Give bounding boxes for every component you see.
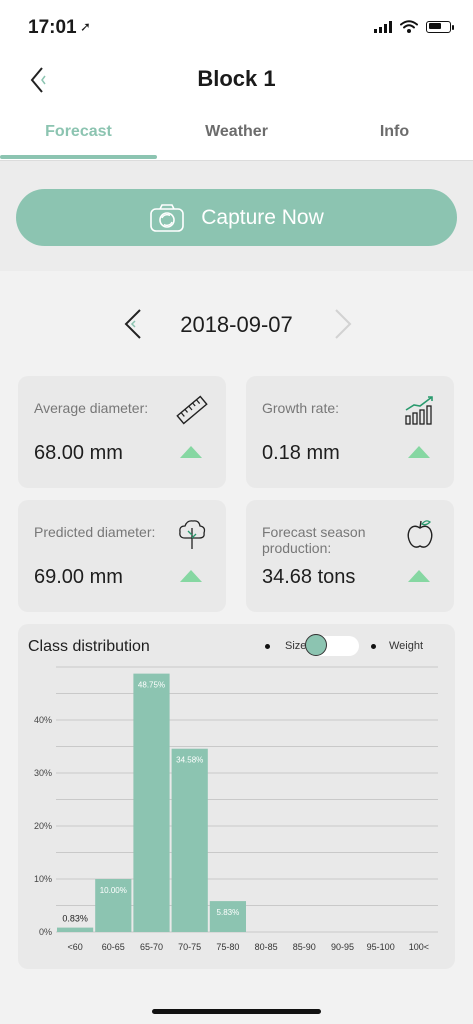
bullet-dot (265, 644, 270, 649)
forecast-production-card: Forecast season production: 34.68 tons (246, 500, 454, 612)
capture-now-label: Capture Now (201, 205, 324, 229)
chevron-left-icon (124, 309, 141, 339)
date-navigator: 2018-09-07 (0, 302, 473, 348)
wifi-icon (400, 20, 418, 33)
active-tab-indicator (0, 155, 157, 159)
bar-70-75 (171, 748, 208, 932)
bar-65-70 (133, 673, 170, 932)
card-value: 34.68 tons (262, 566, 356, 588)
back-button[interactable] (26, 62, 58, 98)
size-weight-toggle: Size Weight (265, 634, 433, 658)
bar-75-80 (209, 901, 246, 932)
tab-info[interactable]: Info (379, 123, 410, 140)
x-tick-label: 60-65 (102, 942, 125, 952)
location-arrow-icon: ➚ (80, 19, 91, 34)
class-distribution-card: Class distribution Size Weight 0% 10% 20% 3… (18, 624, 455, 969)
card-label: Forecast season production: (262, 524, 366, 556)
ruler-icon (176, 395, 208, 425)
bar-60-65 (95, 879, 132, 932)
average-diameter-card: Average diameter: 68.00 mm (18, 376, 226, 488)
card-label: Predicted diameter: (34, 524, 156, 540)
growth-chart-icon (405, 396, 433, 425)
card-value: 68.00 mm (34, 442, 123, 464)
toggle-size-label[interactable]: Size (285, 640, 307, 652)
current-date: 2018-09-07 (180, 312, 293, 337)
data-label: 10.00% (100, 886, 127, 895)
status-bar: 17:01 ➚ (0, 0, 473, 52)
next-date-button[interactable] (332, 306, 356, 342)
card-value: 69.00 mm (34, 566, 123, 588)
battery-icon (426, 20, 454, 33)
card-label: Average diameter: (34, 400, 149, 416)
x-tick-label: 65-70 (140, 942, 163, 952)
apple-icon (407, 520, 433, 548)
x-tick-label: 100< (409, 942, 429, 952)
data-label: 0.83% (62, 914, 88, 924)
status-icons (374, 20, 454, 33)
x-tick-label: 75-80 (216, 942, 239, 952)
tab-bar: Forecast Weather Info (0, 108, 473, 161)
toggle-weight-label[interactable]: Weight (389, 640, 424, 652)
predicted-diameter-card: Predicted diameter: 69.00 mm (18, 500, 226, 612)
previous-date-button[interactable] (120, 306, 144, 342)
data-label: 48.75% (138, 681, 165, 690)
tab-weather[interactable]: Weather (205, 123, 268, 140)
page-title: Block 1 (197, 66, 276, 91)
toggle-knob[interactable] (305, 634, 327, 656)
trend-up-icon (408, 570, 430, 582)
x-tick-label: 90-95 (331, 942, 354, 952)
home-indicator (152, 1009, 321, 1014)
y-tick-label: 10% (34, 874, 52, 884)
y-tick-label: 0% (39, 927, 52, 937)
status-time: 17:01 (28, 17, 77, 38)
trend-up-icon (408, 446, 430, 458)
x-tick-label: <60 (67, 942, 82, 952)
x-tick-label: 95-100 (367, 942, 395, 952)
bar-<60 (57, 927, 94, 932)
x-tick-label: 80-85 (255, 942, 278, 952)
capture-now-button[interactable]: Capture Now (16, 189, 457, 246)
toggle-switch[interactable] (305, 634, 359, 656)
chevron-right-icon (335, 309, 352, 339)
camera-icon (150, 203, 185, 232)
capture-section: Capture Now (0, 161, 473, 271)
y-tick-label: 20% (34, 821, 52, 831)
trend-up-icon (180, 570, 202, 582)
y-tick-label: 40% (34, 715, 52, 725)
chart-title: Class distribution (28, 638, 150, 655)
x-tick-label: 85-90 (293, 942, 316, 952)
trend-up-icon (180, 446, 202, 458)
tree-icon (179, 520, 206, 549)
y-tick-label: 30% (34, 768, 52, 778)
growth-rate-card: Growth rate: 0.18 mm (246, 376, 454, 488)
data-label: 5.83% (217, 908, 240, 917)
card-value: 0.18 mm (262, 442, 340, 464)
chevron-left-icon (30, 67, 46, 93)
data-label: 34.58% (176, 756, 203, 765)
card-label: Growth rate: (262, 400, 340, 416)
bullet-dot (371, 644, 376, 649)
tab-forecast[interactable]: Forecast (45, 123, 112, 140)
x-tick-label: 70-75 (178, 942, 201, 952)
class-distribution-chart: 0% 10% 20% 30% 40% 0.83% <60 10.00% 60-65 48.75% 6… (34, 666, 438, 952)
signal-icon (374, 20, 392, 33)
header: Block 1 (0, 52, 473, 108)
